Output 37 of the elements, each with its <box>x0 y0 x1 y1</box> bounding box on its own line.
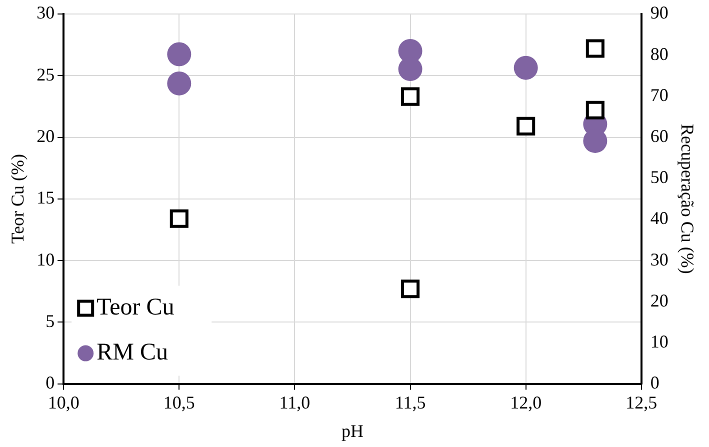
x-tick-label: 10,0 <box>48 392 80 412</box>
y-axis-title: Teor Cu (%) <box>8 154 28 244</box>
point <box>401 280 420 298</box>
legend-label: RM Cu <box>96 340 168 366</box>
x-axis-title: pH <box>342 420 364 441</box>
y2-axis-title: Recuperação Cu (%) <box>677 124 698 274</box>
y2-tick-label: 60 <box>650 126 668 146</box>
y2-tick-label: 50 <box>650 167 668 188</box>
point <box>401 87 420 106</box>
x-tick-label: 12,0 <box>510 392 542 412</box>
x-tick-label: 11,5 <box>394 392 426 412</box>
y-tick-label: 25 <box>36 64 55 84</box>
y-tick-label: 5 <box>46 310 55 331</box>
point <box>514 56 538 80</box>
y2-tick-label: 0 <box>650 372 660 393</box>
x-tick-label: 12,5 <box>626 392 658 412</box>
y2-tick-label: 40 <box>650 208 668 228</box>
x-tick-label: 10,5 <box>163 392 195 412</box>
point <box>516 116 536 136</box>
point <box>167 71 192 96</box>
x-tick-label: 11,0 <box>279 392 310 412</box>
y-tick-label: 20 <box>36 126 55 146</box>
point <box>586 39 604 58</box>
y2-tick-label: 80 <box>650 44 668 64</box>
point <box>586 100 604 120</box>
y2-tick-label: 70 <box>650 84 668 105</box>
y2-tick-label: 30 <box>650 249 668 270</box>
y-tick-label: 0 <box>46 372 55 393</box>
y2-tick-label: 20 <box>650 290 668 310</box>
y-tick-label: 15 <box>36 188 55 208</box>
y-tick-label: 10 <box>36 249 55 270</box>
point <box>170 209 188 228</box>
y2-tick-label: 10 <box>650 331 668 352</box>
y-tick-label: 30 <box>36 2 55 23</box>
y2-tick-label: 90 <box>650 2 668 23</box>
point <box>167 42 192 66</box>
legend-label: Teor Cu <box>96 294 174 321</box>
